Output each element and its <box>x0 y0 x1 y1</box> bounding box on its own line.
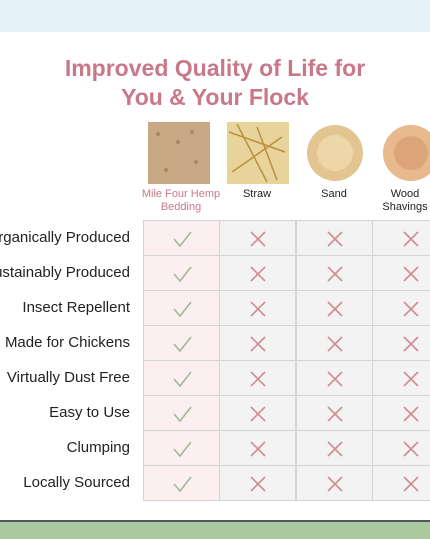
row-label: Made for Chickens <box>4 334 130 351</box>
check-icon <box>173 371 192 387</box>
wood-image <box>383 125 430 181</box>
cell <box>372 220 430 256</box>
row-label: Locally Sourced <box>23 474 130 491</box>
cell <box>296 325 373 361</box>
cell <box>372 255 430 291</box>
hemp-image <box>148 122 210 184</box>
cell <box>219 290 296 326</box>
cross-icon <box>250 300 266 317</box>
cross-icon <box>250 370 266 387</box>
column-label: Mile Four Hemp Bedding <box>141 188 221 213</box>
cross-icon <box>327 440 343 457</box>
cross-icon <box>327 475 343 492</box>
check-icon <box>173 406 192 422</box>
sand-image <box>307 125 363 181</box>
cell <box>143 290 220 326</box>
check-icon <box>173 266 192 282</box>
cell <box>372 360 430 396</box>
row-label: Virtually Dust Free <box>6 369 130 386</box>
row-label: Easy to Use <box>49 404 130 421</box>
cell <box>296 220 373 256</box>
cross-icon <box>250 230 266 247</box>
cross-icon <box>403 300 419 317</box>
column-label: Sand <box>321 188 347 200</box>
check-icon <box>173 476 192 492</box>
cell <box>219 430 296 466</box>
cell <box>372 430 430 466</box>
cell <box>143 325 220 361</box>
cell <box>296 395 373 431</box>
cross-icon <box>327 405 343 422</box>
cross-icon <box>403 335 419 352</box>
cell <box>372 325 430 361</box>
cell <box>296 430 373 466</box>
cell <box>296 360 373 396</box>
cross-icon <box>250 335 266 352</box>
cell <box>296 255 373 291</box>
cell <box>296 465 373 501</box>
column-label: Straw <box>242 188 272 200</box>
cross-icon <box>403 475 419 492</box>
cell <box>143 395 220 431</box>
row-label: Clumping <box>66 439 130 456</box>
cell <box>143 465 220 501</box>
cell <box>372 465 430 501</box>
cross-icon <box>327 370 343 387</box>
check-icon <box>173 336 192 352</box>
cross-icon <box>327 265 343 282</box>
cross-icon <box>250 265 266 282</box>
cell <box>372 290 430 326</box>
cell <box>143 220 220 256</box>
cross-icon <box>327 300 343 317</box>
check-icon <box>173 301 192 317</box>
cell <box>219 220 296 256</box>
cross-icon <box>403 440 419 457</box>
check-icon <box>173 441 192 457</box>
cross-icon <box>327 230 343 247</box>
cross-icon <box>403 405 419 422</box>
cell <box>219 255 296 291</box>
cross-icon <box>403 230 419 247</box>
cross-icon <box>250 440 266 457</box>
cell <box>219 360 296 396</box>
column-label: Wood Shavings <box>382 188 428 213</box>
cell <box>219 465 296 501</box>
cell <box>219 325 296 361</box>
cell <box>143 255 220 291</box>
cross-icon <box>403 370 419 387</box>
footer-band <box>0 520 430 539</box>
cell <box>219 395 296 431</box>
straw-image <box>227 122 289 184</box>
check-icon <box>173 231 192 247</box>
cell <box>143 430 220 466</box>
cross-icon <box>250 475 266 492</box>
cross-icon <box>327 335 343 352</box>
row-label: Organically Produced <box>0 229 130 246</box>
cell <box>296 290 373 326</box>
cell <box>372 395 430 431</box>
title: Improved Quality of Life for You & Your … <box>64 55 366 110</box>
cross-icon <box>250 405 266 422</box>
cell <box>143 360 220 396</box>
cross-icon <box>403 265 419 282</box>
row-label: Insect Repellent <box>22 299 130 316</box>
row-label: Sustainably Produced <box>0 264 130 281</box>
